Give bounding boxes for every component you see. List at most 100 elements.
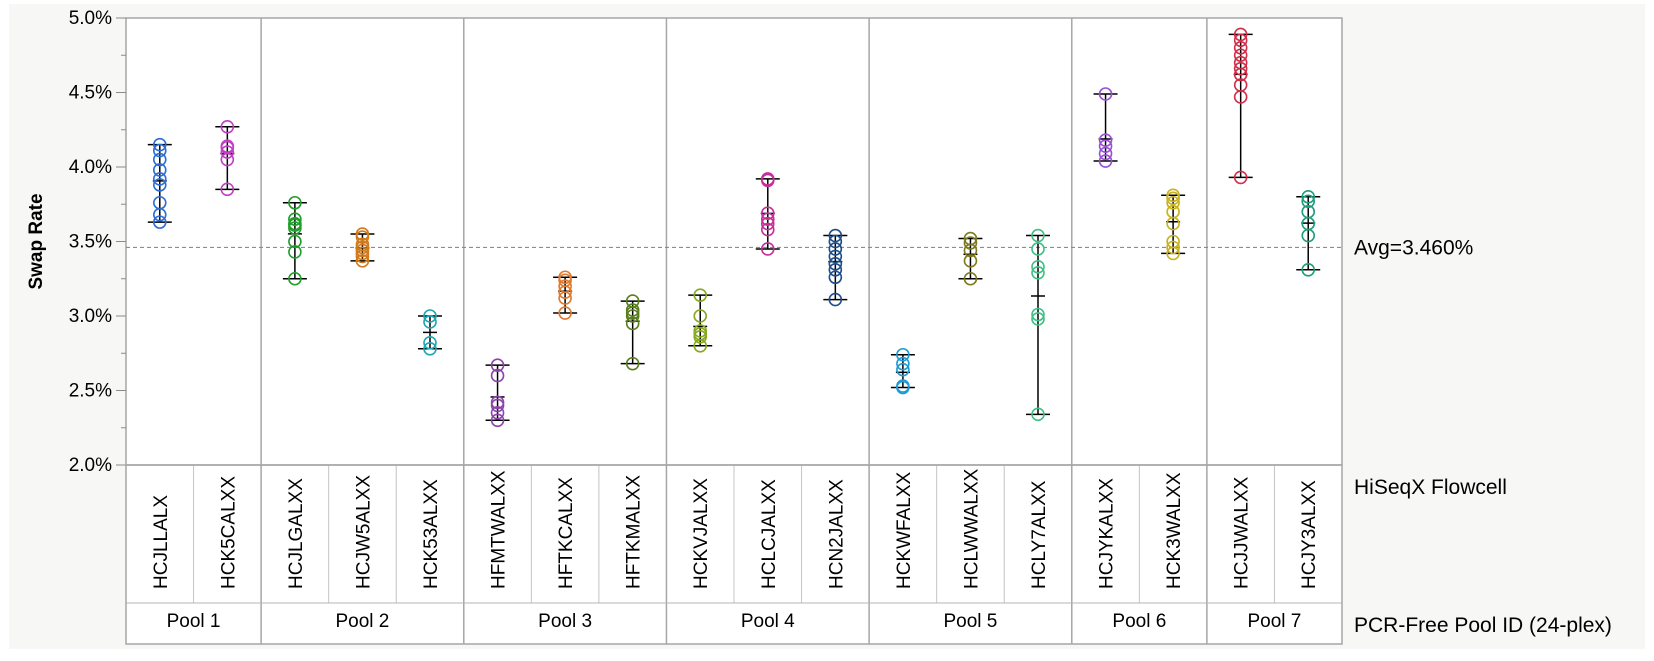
- flowcell-series: [418, 309, 442, 356]
- data-point: [625, 316, 640, 331]
- x-level1-title: HiSeqX Flowcell: [1354, 476, 1507, 499]
- data-point: [760, 212, 775, 226]
- flowcell-label: HCN2JALXX: [826, 479, 847, 589]
- flowcell-series: [147, 137, 172, 229]
- flowcell-series: [890, 347, 915, 395]
- data-point: [1301, 190, 1316, 204]
- data-point: [1098, 146, 1113, 161]
- x-level2-title: PCR-Free Pool ID (24-plex): [1354, 614, 1612, 637]
- flowcell-label: HCJJWALXX: [1232, 476, 1253, 589]
- data-point: [558, 306, 572, 320]
- data-point: [1098, 154, 1113, 168]
- data-point: [760, 172, 775, 186]
- data-point: [625, 303, 640, 317]
- y-tick-label: 5.0%: [69, 8, 112, 29]
- data-point: [220, 119, 235, 134]
- data-point: [828, 263, 843, 277]
- flowcell-label: HCJY3ALXX: [1299, 480, 1320, 589]
- data-point: [1166, 188, 1180, 203]
- data-point: [1031, 228, 1045, 243]
- flowcell-series: [620, 294, 645, 371]
- flowcell-label: HCLCJALXX: [759, 479, 780, 589]
- data-point: [423, 309, 437, 323]
- data-point: [152, 195, 167, 210]
- data-point: [963, 271, 978, 286]
- data-point: [355, 237, 370, 252]
- data-point: [828, 249, 843, 264]
- flowcell-label: HCJW5ALXX: [353, 475, 374, 589]
- flowcell-series: [1093, 87, 1118, 168]
- data-point: [152, 163, 167, 177]
- data-point: [828, 292, 843, 307]
- data-point: [693, 288, 708, 302]
- pool-label: Pool 5: [944, 611, 998, 632]
- y-tick-label: 3.0%: [69, 306, 112, 327]
- data-point: [288, 216, 302, 231]
- data-point: [558, 270, 572, 285]
- flowcell-series: [688, 288, 713, 353]
- data-point: [288, 212, 302, 226]
- y-tick-label: 2.0%: [69, 455, 112, 476]
- data-point: [1233, 33, 1248, 48]
- data-point: [896, 362, 910, 377]
- flowcell-label: HCKVJALXX: [691, 478, 712, 589]
- flowcell-label: HFTKMALXX: [624, 475, 645, 589]
- pool-label: Pool 3: [538, 611, 592, 632]
- flowcell-series: [1296, 190, 1321, 277]
- data-point: [760, 222, 775, 237]
- data-point: [1233, 27, 1248, 42]
- flowcell-label: HCK5CALXX: [218, 476, 239, 589]
- flowcell-series: [755, 172, 780, 256]
- data-point: [1031, 307, 1045, 322]
- flowcell-label: HCLY7ALXX: [1029, 480, 1050, 589]
- data-point: [1301, 263, 1316, 277]
- data-point: [896, 347, 910, 362]
- data-point: [1233, 170, 1248, 185]
- data-point: [896, 379, 910, 393]
- flowcell-label: HCJYKALXX: [1097, 478, 1118, 589]
- data-point: [1031, 265, 1045, 280]
- data-point: [288, 195, 302, 210]
- data-point: [558, 279, 572, 294]
- data-point: [1233, 61, 1248, 76]
- data-point: [1233, 78, 1248, 92]
- flowcell-series: [350, 227, 375, 268]
- y-tick-label: 2.5%: [69, 381, 112, 402]
- pool-label: Pool 2: [336, 611, 390, 632]
- flowcell-series: [1026, 228, 1050, 422]
- data-point: [1031, 242, 1045, 256]
- flowcell-label: HCKWFALXX: [894, 471, 915, 589]
- data-point: [152, 143, 167, 158]
- flowcell-series: [823, 228, 848, 307]
- data-point: [1166, 195, 1180, 210]
- data-point: [1098, 139, 1113, 153]
- pool-label: Pool 6: [1112, 611, 1166, 632]
- data-point: [1098, 133, 1113, 147]
- flowcell-series: [282, 195, 307, 286]
- y-tick-label: 4.0%: [69, 157, 112, 178]
- data-point: [1301, 204, 1316, 219]
- data-point: [1166, 204, 1180, 219]
- data-point: [1301, 194, 1316, 209]
- data-point: [423, 341, 437, 356]
- plot-area: [126, 18, 1342, 465]
- pool-label: Pool 4: [741, 611, 795, 632]
- data-point: [490, 368, 505, 383]
- data-point: [760, 206, 775, 220]
- data-point: [1233, 48, 1248, 63]
- data-point: [423, 336, 437, 350]
- data-point: [828, 228, 843, 243]
- data-point: [760, 216, 775, 231]
- pool-label: Pool 1: [167, 611, 221, 632]
- data-point: [963, 236, 978, 250]
- data-point: [896, 356, 910, 371]
- data-point: [152, 172, 167, 186]
- flowcell-label: HCK3WALXX: [1164, 472, 1185, 589]
- flowcell-series: [485, 358, 510, 428]
- data-point: [490, 358, 505, 372]
- data-point: [1166, 240, 1180, 255]
- data-point: [1166, 234, 1180, 249]
- data-point: [1031, 407, 1045, 422]
